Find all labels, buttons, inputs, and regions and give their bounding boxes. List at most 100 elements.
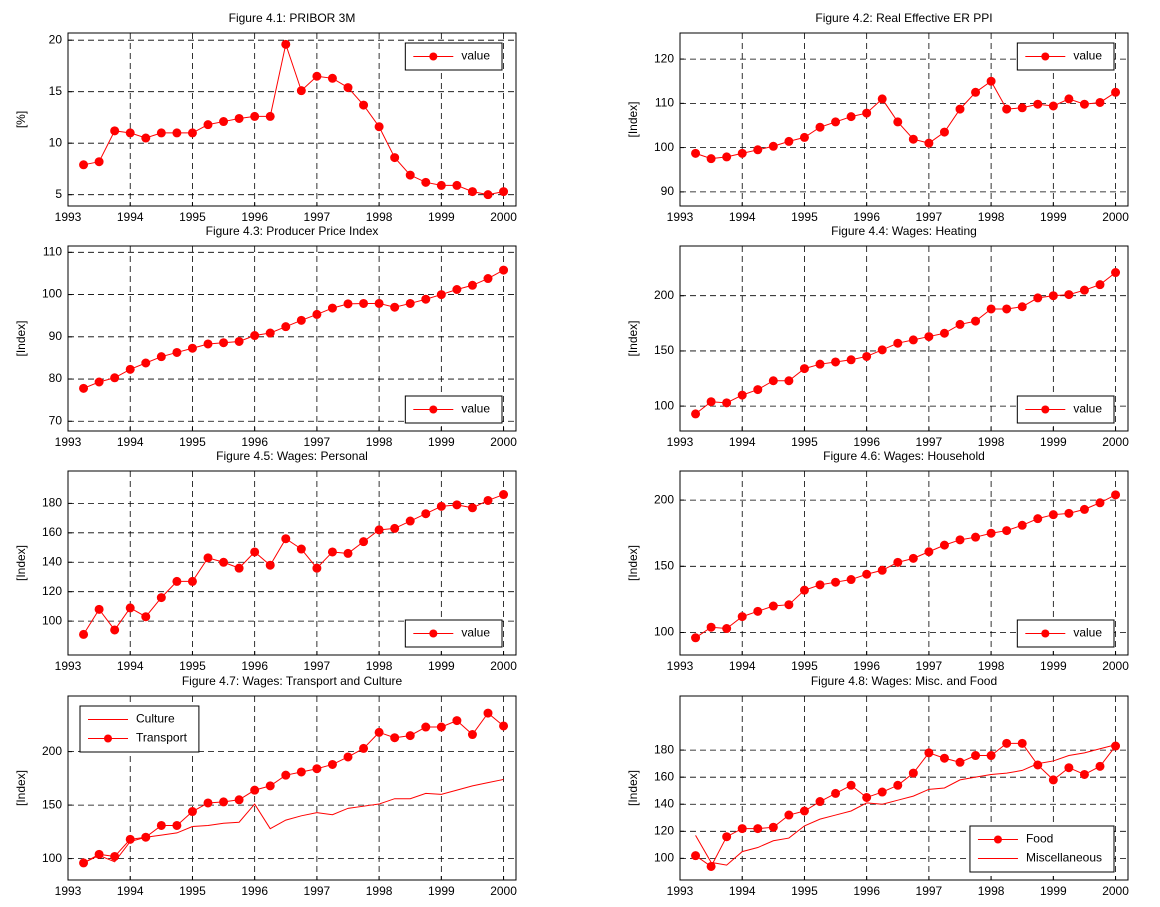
x-tick-label: 1993	[55, 884, 82, 898]
marker	[1002, 738, 1012, 748]
x-tick-label: 1996	[241, 210, 268, 224]
y-tick-label: 110	[655, 96, 674, 110]
x-tick-label: 1997	[916, 659, 943, 673]
marker	[390, 523, 400, 533]
y-tick-label: 90	[49, 329, 63, 343]
marker	[374, 727, 384, 737]
marker	[436, 180, 446, 190]
x-tick-label: 1998	[366, 435, 393, 449]
x-tick-label: 1993	[55, 210, 82, 224]
line	[695, 494, 1116, 639]
marker	[219, 557, 229, 567]
subplot: Figure 4.1: PRIBOR 3M [%] 1993 1994 1995 1996…	[14, 11, 517, 224]
y-axis-label: [Index]	[14, 320, 28, 356]
legend-label: Miscellaneous	[1026, 851, 1102, 865]
marker	[893, 557, 903, 567]
x-tick-label: 1993	[667, 884, 694, 898]
legend-box	[79, 705, 200, 753]
marker	[815, 359, 825, 369]
x-tick-label: 1999	[1040, 659, 1067, 673]
marker	[784, 810, 794, 820]
marker	[265, 560, 275, 570]
marker	[374, 298, 384, 308]
subplot: Figure 4.8: Wages: Misc. and Food [Index]…	[626, 674, 1129, 898]
x-tick-label: 2000	[490, 435, 517, 449]
marker	[234, 336, 244, 346]
x-tick-label: 1996	[853, 210, 880, 224]
line	[83, 494, 504, 635]
x-tick-label: 1993	[55, 659, 82, 673]
marker	[691, 633, 701, 643]
marker	[343, 752, 353, 762]
marker	[141, 133, 151, 143]
plot-frame	[67, 695, 517, 881]
marker	[203, 339, 213, 349]
x-tick-label: 1999	[1040, 210, 1067, 224]
legend-label: value	[1073, 626, 1102, 640]
plot-frame	[679, 245, 1129, 432]
marker	[483, 190, 493, 200]
marker	[1048, 775, 1058, 785]
marker	[265, 328, 275, 338]
y-tick-label: 100	[42, 851, 62, 865]
plot-frame	[67, 470, 517, 656]
plot-frame	[679, 695, 1129, 881]
marker	[281, 534, 291, 544]
marker	[691, 409, 701, 419]
marker	[110, 851, 120, 861]
marker	[405, 731, 415, 741]
y-tick-label: 120	[654, 823, 674, 837]
marker	[94, 604, 104, 614]
marker	[706, 622, 716, 632]
marker	[737, 148, 747, 158]
y-tick-label: 100	[654, 625, 674, 639]
x-tick-label: 2000	[1102, 659, 1129, 673]
marker	[436, 501, 446, 511]
marker	[768, 601, 778, 611]
x-tick-label: 1994	[117, 659, 144, 673]
marker	[172, 576, 182, 586]
marker	[125, 364, 135, 374]
marker	[815, 797, 825, 807]
line	[83, 269, 504, 389]
marker	[110, 373, 120, 383]
y-tick-label: 150	[654, 558, 674, 572]
marker	[405, 516, 415, 526]
marker	[799, 585, 809, 595]
marker	[784, 136, 794, 146]
legend-label: Transport	[136, 731, 188, 745]
y-tick-label: 100	[42, 613, 62, 627]
marker	[483, 274, 493, 284]
y-tick-label: 180	[42, 496, 62, 510]
y-tick-label: 70	[49, 413, 63, 427]
marker	[110, 126, 120, 136]
marker	[452, 716, 462, 726]
marker	[831, 117, 841, 127]
x-tick-label: 1994	[117, 884, 144, 898]
chart-title: Figure 4.5: Wages: Personal	[216, 449, 368, 463]
subplot: Figure 4.2: Real Effective ER PPI [Index]…	[626, 11, 1129, 224]
marker	[172, 347, 182, 357]
y-axis-label: [Index]	[626, 101, 640, 137]
legend: value	[404, 619, 503, 648]
marker	[374, 122, 384, 132]
marker	[499, 490, 509, 500]
marker	[1079, 285, 1089, 295]
marker	[815, 122, 825, 132]
marker	[343, 83, 353, 93]
marker	[986, 76, 996, 86]
marker	[250, 331, 260, 341]
marker	[1079, 504, 1089, 514]
y-axis-label: [Index]	[14, 770, 28, 806]
marker	[737, 390, 747, 400]
marker	[908, 134, 918, 144]
line	[83, 42, 504, 196]
marker	[79, 160, 89, 170]
marker	[955, 319, 965, 329]
y-tick-label: 140	[654, 796, 674, 810]
line	[83, 778, 504, 864]
marker	[234, 113, 244, 123]
x-tick-label: 1996	[241, 435, 268, 449]
y-axis-label: [Index]	[14, 545, 28, 581]
marker	[939, 127, 949, 137]
